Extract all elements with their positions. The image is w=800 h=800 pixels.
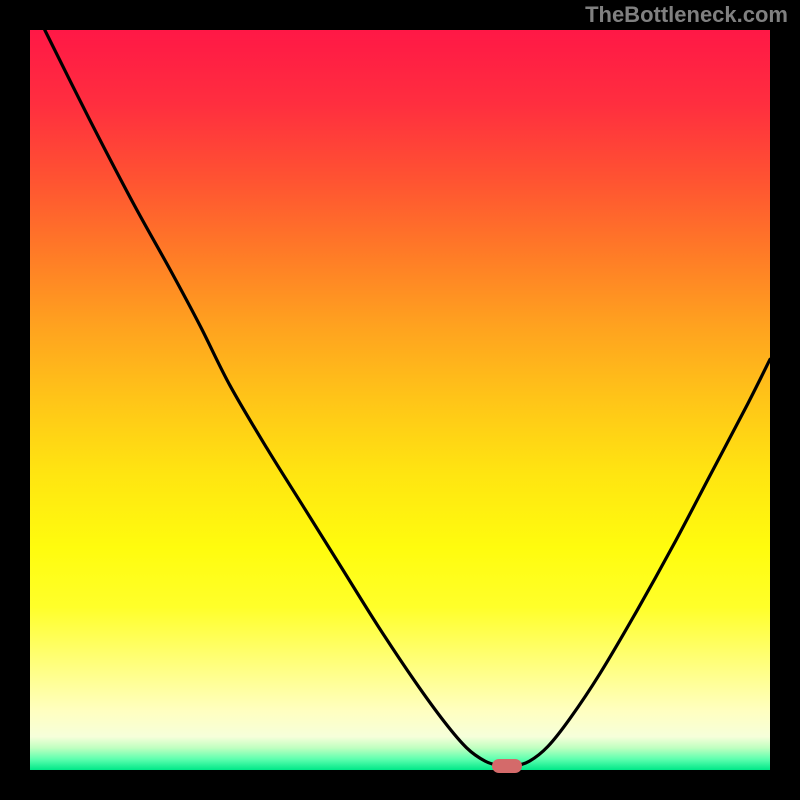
chart-plot-area	[30, 30, 770, 770]
chart-curve	[30, 30, 770, 770]
watermark-text: TheBottleneck.com	[585, 2, 788, 28]
chart-bottleneck-marker	[492, 759, 522, 773]
